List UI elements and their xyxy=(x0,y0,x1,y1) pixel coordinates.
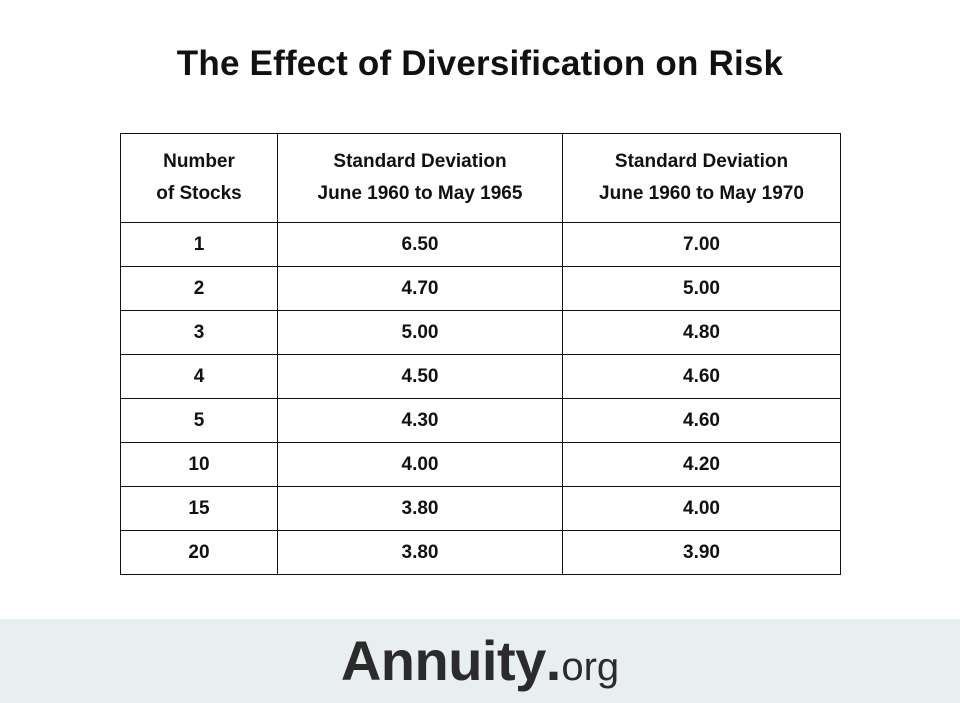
header-std-dev-1965: Standard Deviation June 1960 to May 1965 xyxy=(277,133,563,223)
diversification-table: Number of Stocks Standard Deviation June… xyxy=(120,133,841,575)
cell-number-of-stocks: 1 xyxy=(120,222,278,267)
logo-suffix: org xyxy=(561,645,620,689)
cell-std-dev-1965: 3.80 xyxy=(277,486,563,531)
cell-std-dev-1965: 4.50 xyxy=(277,354,563,399)
logo-wordmark: Annuity xyxy=(340,629,546,692)
table-row: 1 6.50 7.00 xyxy=(120,222,841,267)
header-line: Standard Deviation xyxy=(333,151,507,172)
cell-std-dev-1970: 4.60 xyxy=(562,354,841,399)
cell-std-dev-1965: 5.00 xyxy=(277,310,563,355)
header-std-dev-1970: Standard Deviation June 1960 to May 1970 xyxy=(562,133,841,223)
annuity-logo: Annuity.org xyxy=(0,628,960,693)
logo-dot: . xyxy=(545,629,562,692)
cell-std-dev-1965: 3.80 xyxy=(277,530,563,575)
cell-std-dev-1970: 4.00 xyxy=(562,486,841,531)
cell-number-of-stocks: 2 xyxy=(120,266,278,311)
cell-std-dev-1965: 4.00 xyxy=(277,442,563,487)
table-row: 15 3.80 4.00 xyxy=(120,486,841,531)
cell-std-dev-1970: 7.00 xyxy=(562,222,841,267)
cell-number-of-stocks: 3 xyxy=(120,310,278,355)
table-row: 20 3.80 3.90 xyxy=(120,530,841,575)
table-row: 5 4.30 4.60 xyxy=(120,398,841,443)
header-line: Standard Deviation xyxy=(614,151,789,172)
header-line: Number xyxy=(163,151,235,172)
cell-number-of-stocks: 20 xyxy=(120,530,278,575)
table-row: 3 5.00 4.80 xyxy=(120,310,841,355)
header-line: of Stocks xyxy=(156,183,242,204)
cell-number-of-stocks: 10 xyxy=(120,442,278,487)
cell-number-of-stocks: 5 xyxy=(120,398,278,443)
table-row: 2 4.70 5.00 xyxy=(120,266,841,311)
header-line: June 1960 to May 1970 xyxy=(599,183,804,204)
header-number-of-stocks: Number of Stocks xyxy=(120,133,278,223)
cell-std-dev-1965: 6.50 xyxy=(277,222,563,267)
cell-number-of-stocks: 4 xyxy=(120,354,278,399)
cell-std-dev-1970: 5.00 xyxy=(562,266,841,311)
header-line: June 1960 to May 1965 xyxy=(317,183,523,204)
cell-std-dev-1965: 4.30 xyxy=(277,398,563,443)
table-row: 10 4.00 4.20 xyxy=(120,442,841,487)
page-title: The Effect of Diversification on Risk xyxy=(176,44,784,83)
footer-band xyxy=(0,619,960,703)
cell-std-dev-1970: 3.90 xyxy=(562,530,841,575)
cell-std-dev-1970: 4.80 xyxy=(562,310,841,355)
table-header-row: Number of Stocks Standard Deviation June… xyxy=(120,133,841,223)
cell-std-dev-1965: 4.70 xyxy=(277,266,563,311)
cell-std-dev-1970: 4.20 xyxy=(562,442,841,487)
cell-std-dev-1970: 4.60 xyxy=(562,398,841,443)
table-row: 4 4.50 4.60 xyxy=(120,354,841,399)
cell-number-of-stocks: 15 xyxy=(120,486,278,531)
